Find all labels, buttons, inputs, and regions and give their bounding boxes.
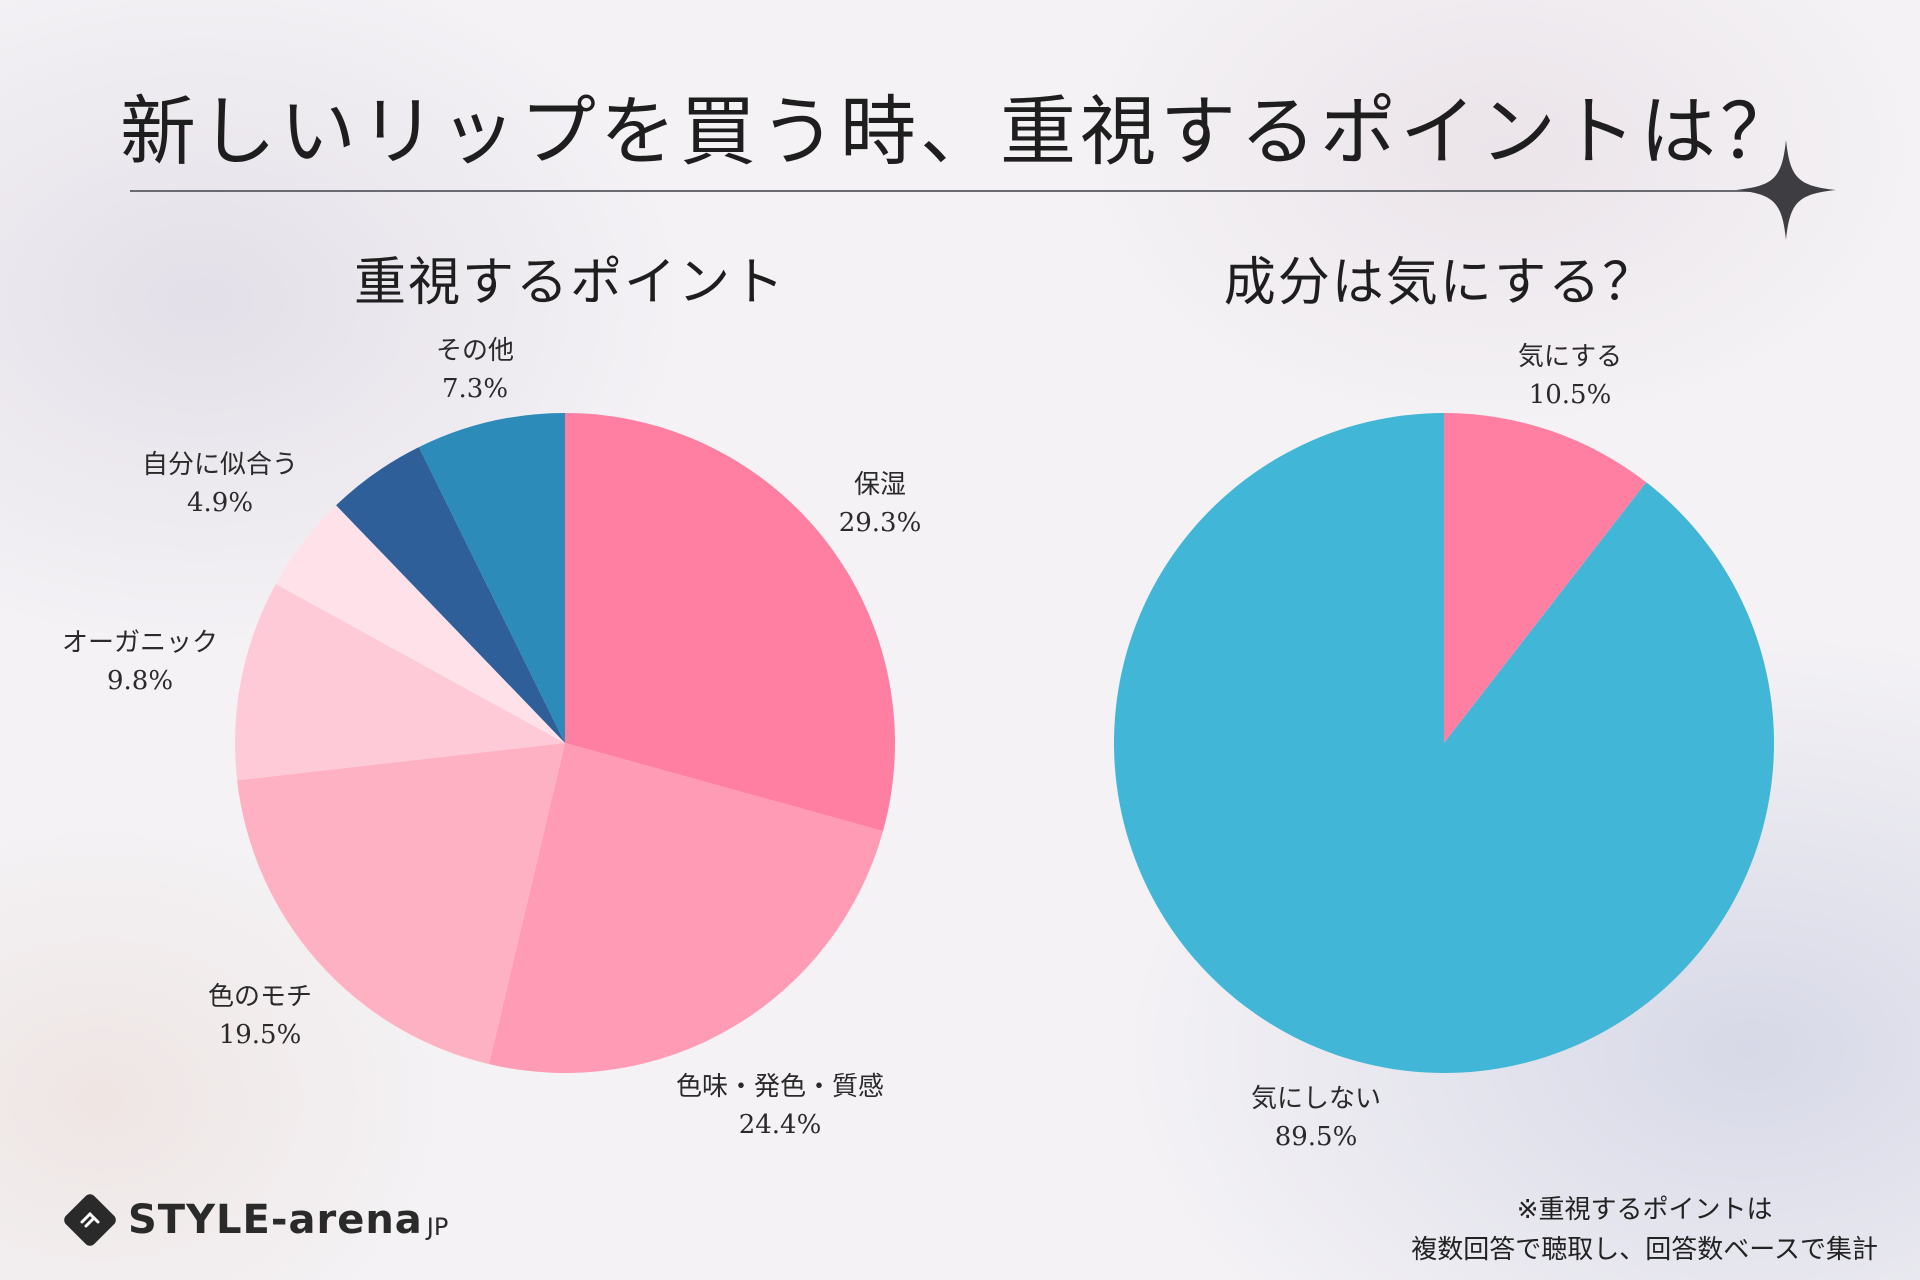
label-organic-name: オーガニック xyxy=(61,628,218,658)
label-color-lasting: 色のモチ 19.5% xyxy=(180,978,340,1054)
label-color-texture: 色味・発色・質感 24.4% xyxy=(640,1068,920,1144)
label-color-texture-value: 24.4% xyxy=(738,1110,822,1140)
label-care-value: 10.5% xyxy=(1528,380,1612,410)
pie0-slice-3 xyxy=(234,584,565,781)
label-other-name: その他 xyxy=(435,336,514,366)
footnote-line-2: 複数回答で聴取し、回答数ベースで集計 xyxy=(1411,1235,1878,1265)
label-color-lasting-name: 色のモチ xyxy=(207,982,312,1012)
label-suits-me: 自分に似合う 4.9% xyxy=(120,446,320,522)
label-moisture: 保湿 29.3% xyxy=(810,466,950,542)
label-organic-value: 9.8% xyxy=(106,666,174,696)
footnote: ※重視するポイントは 複数回答で聴取し、回答数ベースで集計 xyxy=(1411,1190,1878,1270)
page-title: 新しいリップを買う時、重視するポイントは？ xyxy=(120,87,1800,176)
label-other: その他 7.3% xyxy=(400,332,550,408)
style-arena-logo-icon xyxy=(64,1194,116,1246)
pie0-slice-5 xyxy=(336,447,565,743)
pie0-slice-2 xyxy=(237,743,565,1065)
label-organic: オーガニック 9.8% xyxy=(40,624,240,700)
pie0-slice-0 xyxy=(565,413,895,832)
footnote-line-1: ※重視するポイントは xyxy=(1516,1195,1773,1225)
pie0-slice-4 xyxy=(275,505,565,743)
pie1-slice-0 xyxy=(1444,413,1647,743)
logo-suffix: JP xyxy=(426,1213,449,1241)
pie1-slice-1 xyxy=(1113,413,1774,1073)
label-suits-me-value: 4.9% xyxy=(186,488,254,518)
label-dont-care: 気にしない 89.5% xyxy=(1226,1080,1406,1156)
label-care-name: 気にする xyxy=(1517,342,1623,372)
chart-title-ingredients: 成分は気にする？ xyxy=(1223,253,1657,313)
sparkle-icon xyxy=(1736,140,1836,240)
pie0-slice-6 xyxy=(418,413,565,743)
label-color-lasting-value: 19.5% xyxy=(218,1020,302,1050)
pie0-slice-1 xyxy=(488,743,884,1073)
label-care: 気にする 10.5% xyxy=(1480,338,1660,414)
brand-logo: STYLE-arena JP xyxy=(62,1190,448,1250)
logo-text: STYLE-arena xyxy=(128,1197,423,1243)
label-color-texture-name: 色味・発色・質感 xyxy=(675,1072,884,1102)
label-suits-me-name: 自分に似合う xyxy=(141,450,298,480)
label-other-value: 7.3% xyxy=(441,374,509,404)
chart-title-points: 重視するポイント xyxy=(353,253,786,313)
title-divider xyxy=(130,190,1770,192)
label-dont-care-name: 気にしない xyxy=(1250,1084,1381,1114)
label-moisture-name: 保湿 xyxy=(853,470,906,500)
label-dont-care-value: 89.5% xyxy=(1274,1122,1358,1152)
label-moisture-value: 29.3% xyxy=(838,508,922,538)
